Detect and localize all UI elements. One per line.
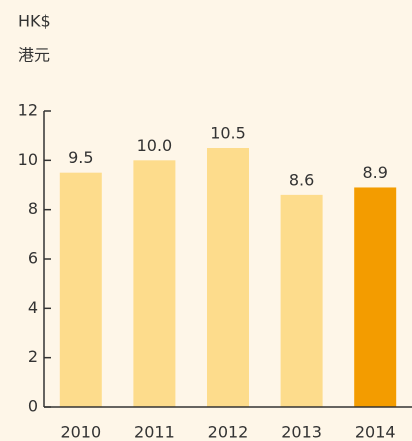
chart-subtitle: 港元: [18, 46, 50, 65]
y-tick-label: 0: [28, 397, 38, 416]
x-tick-label: 2010: [60, 423, 101, 441]
value-label: 10.0: [137, 136, 173, 155]
y-tick-label: 2: [28, 347, 38, 366]
value-label: 8.6: [289, 170, 314, 189]
x-tick-label: 2011: [134, 423, 175, 441]
x-tick-label: 2014: [355, 423, 396, 441]
chart-title: HK$: [18, 12, 51, 31]
bar: [280, 194, 323, 407]
value-label: 10.5: [210, 124, 246, 143]
x-tick-label: 2013: [281, 423, 322, 441]
y-tick-label: 12: [18, 101, 38, 120]
bar: [133, 160, 176, 407]
y-tick-label: 4: [28, 298, 38, 317]
y-tick-label: 8: [28, 199, 38, 218]
x-tick-label: 2012: [208, 423, 249, 441]
bar: [354, 187, 397, 407]
y-tick-label: 6: [28, 249, 38, 268]
value-label: 8.9: [362, 163, 387, 182]
bar: [207, 148, 249, 407]
bar: [59, 172, 102, 407]
y-tick-label: 10: [18, 150, 38, 169]
value-label: 9.5: [68, 148, 93, 167]
